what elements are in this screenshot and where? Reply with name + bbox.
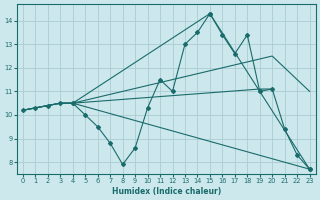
X-axis label: Humidex (Indice chaleur): Humidex (Indice chaleur): [112, 187, 221, 196]
